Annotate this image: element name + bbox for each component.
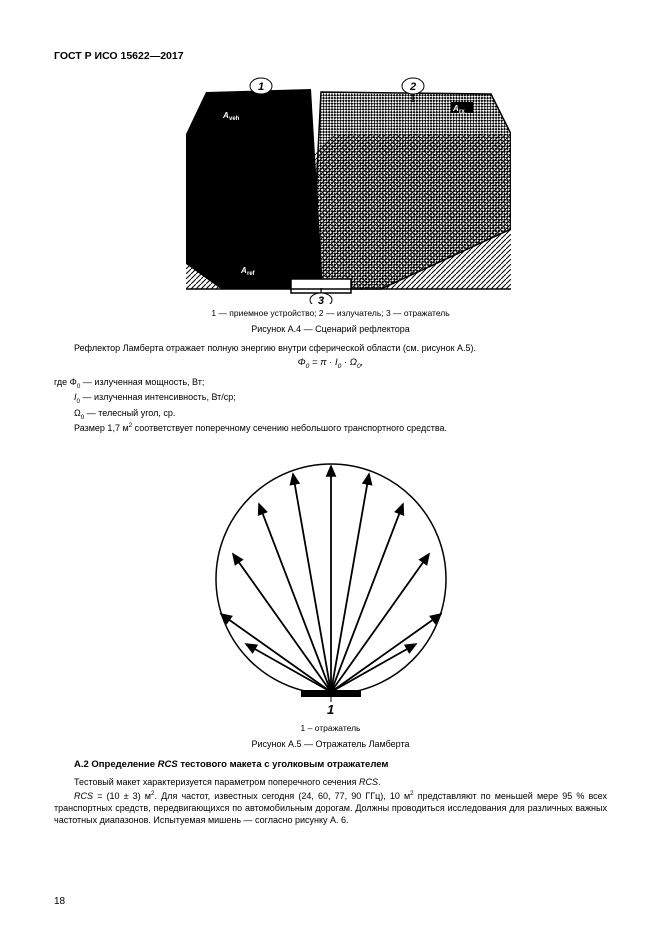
def-size: Размер 1,7 м2 соответствует поперечному … [54,422,607,434]
svg-text:1: 1 [327,702,334,717]
para-reflector: Рефлектор Ламберта отражает полную энерг… [54,342,607,354]
svg-text:A: A [240,266,247,275]
svg-text:1: 1 [258,81,264,93]
section-a2-p2: RCS = (10 ± 3) м2. Для частот, известных… [54,790,607,826]
svg-text:A: A [452,104,459,113]
svg-text:ref: ref [247,271,256,277]
svg-text:2: 2 [409,81,416,93]
def-omega: Ω0 — телесный угол, ср. [54,407,607,422]
figure-a4-legend: 1 — приемное устройство; 2 — излучатель;… [54,308,607,318]
section-a2-p1: Тестовый макет характеризуется параметро… [54,776,607,788]
formula-phi: Φ0 = π · I0 · Ω0, [54,357,607,370]
definitions: где Φ0 — излученная мощность, Вт; I0 — и… [54,376,607,434]
page: ГОСТ Р ИСО 15622—2017 [0,0,661,935]
doc-header: ГОСТ Р ИСО 15622—2017 [54,50,607,62]
figure-a5-svg: 1 [201,444,461,719]
figure-a5: 1 1 – отражатель Рисунок А.5 — Отражател… [54,444,607,749]
svg-text:veh: veh [229,116,240,122]
figure-a5-caption: Рисунок А.5 — Отражатель Ламберта [54,739,607,749]
page-number: 18 [54,896,65,907]
figure-a4-svg: A ref A veh A rx 1 2 3 [151,74,511,304]
section-a2-title: А.2 Определение RCS тестового макета с у… [54,759,607,770]
figure-a4: A ref A veh A rx 1 2 3 1 — прие [54,74,607,334]
def-i0: I0 — излученная интенсивность, Вт/ср; [54,391,607,406]
svg-text:3: 3 [318,295,324,304]
svg-text:rx: rx [459,109,465,115]
svg-text:A: A [222,111,229,120]
figure-a5-legend: 1 – отражатель [54,723,607,733]
def-phi: где Φ0 — излученная мощность, Вт; [54,376,607,391]
figure-a4-caption: Рисунок А.4 — Сценарий рефлектора [54,324,607,334]
